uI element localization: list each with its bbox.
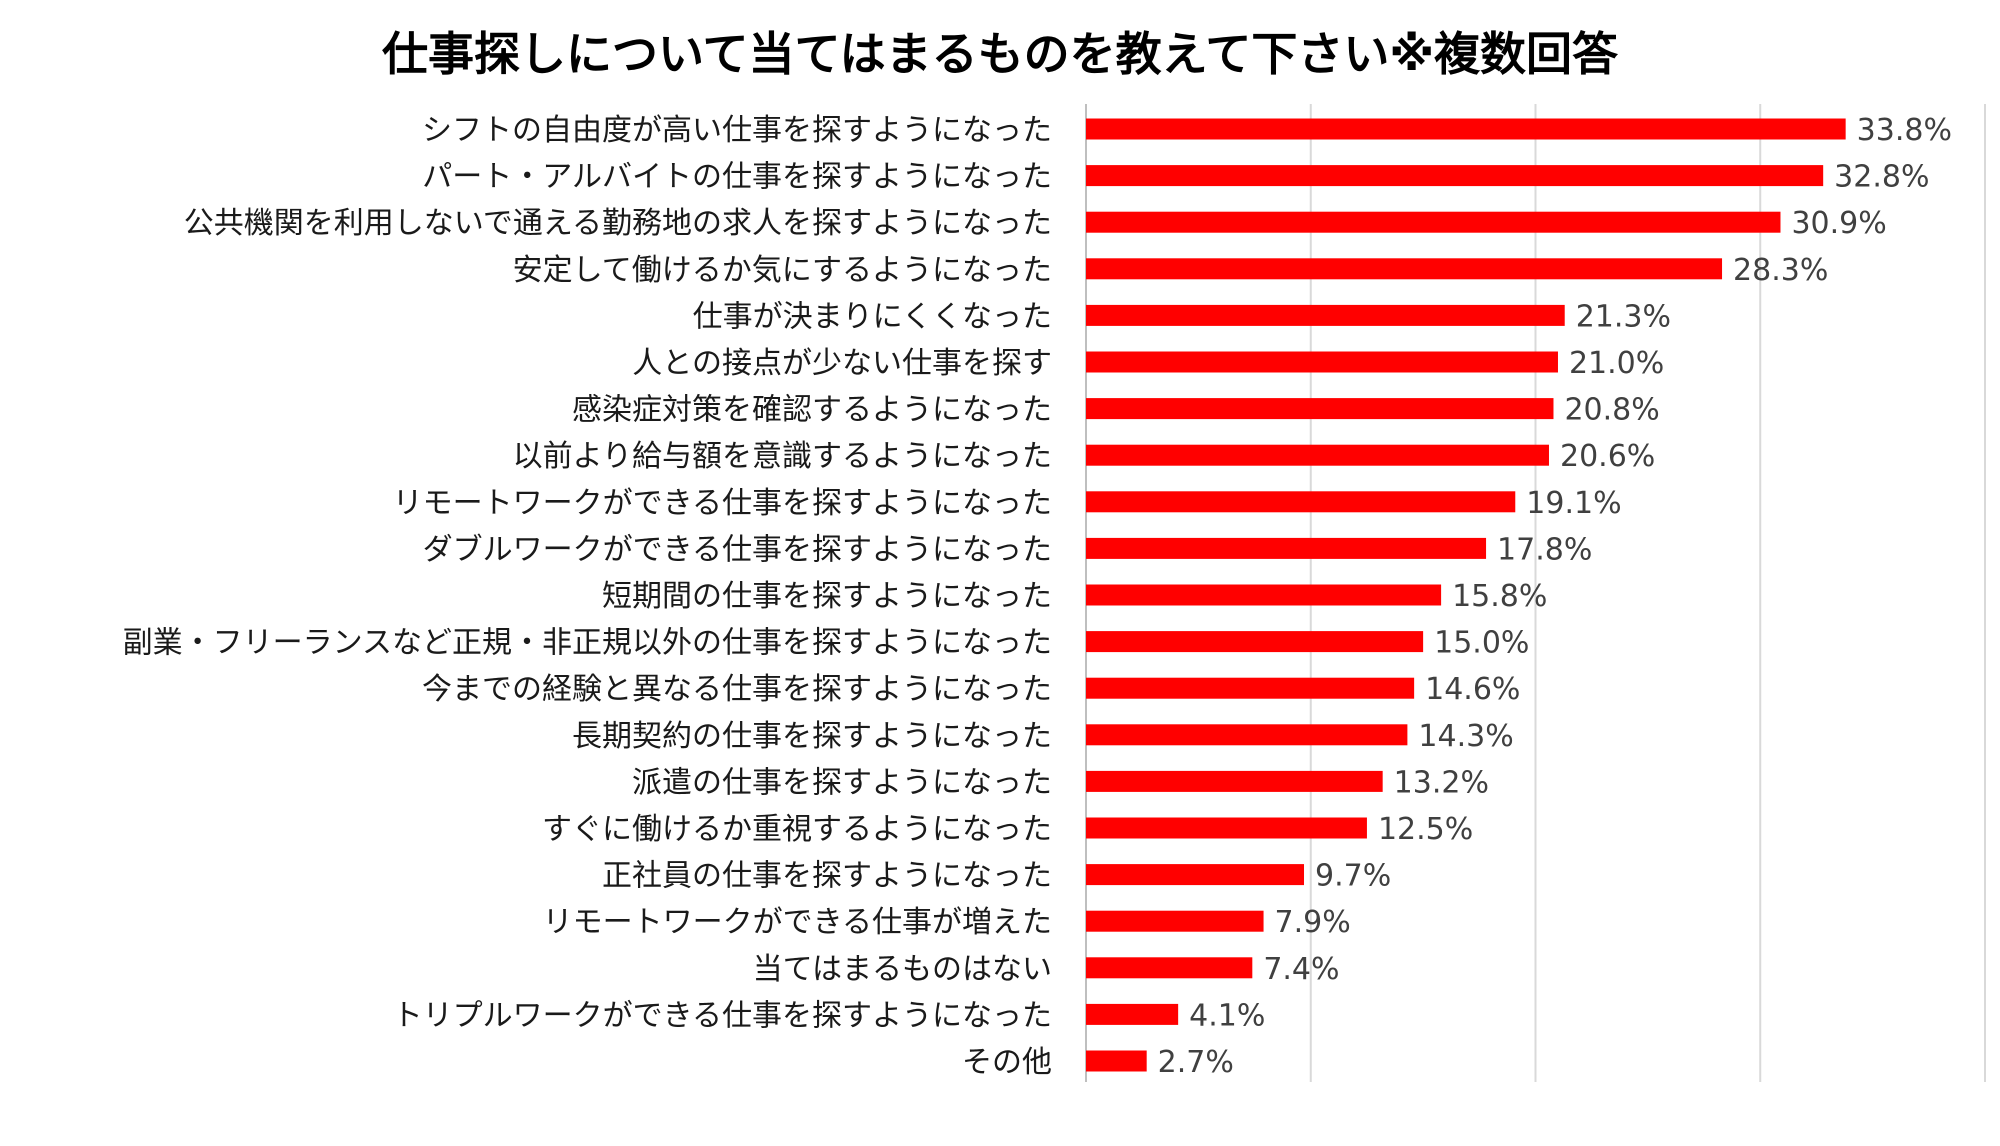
category-labels: シフトの自由度が高い仕事を探すようになったパート・アルバイトの仕事を探すようにな… — [123, 113, 1052, 1080]
category-label-18: リモートワークができる仕事が増えた — [543, 905, 1052, 940]
value-label-20: 4.1% — [1189, 998, 1265, 1033]
bar-9 — [1086, 491, 1516, 513]
value-label-13: 14.6% — [1425, 672, 1520, 707]
bar-15 — [1086, 770, 1383, 792]
category-label-2: パート・アルバイトの仕事を探すようになった — [422, 160, 1052, 195]
category-label-15: 派遣の仕事を探すようになった — [632, 765, 1052, 800]
bar-21 — [1086, 1050, 1147, 1072]
bar-13 — [1086, 677, 1415, 699]
value-label-6: 21.0% — [1569, 346, 1664, 381]
value-label-10: 17.8% — [1497, 532, 1592, 567]
category-label-13: 今までの経験と異なる仕事を探すようになった — [422, 672, 1052, 707]
value-label-5: 21.3% — [1576, 299, 1671, 334]
value-label-1: 33.8% — [1857, 113, 1952, 148]
category-label-7: 感染症対策を確認するようになった — [572, 393, 1052, 428]
category-label-4: 安定して働けるか気にするようになった — [513, 253, 1052, 288]
value-labels: 33.8% 32.8% 30.9% 28.3% 21.3% 21.0% 20.8% 20.6%… — [1158, 113, 1952, 1080]
category-label-6: 人との接点が少ない仕事を探す — [632, 346, 1052, 381]
bars — [1086, 118, 1846, 1072]
value-label-18: 7.9% — [1275, 905, 1351, 940]
value-label-15: 13.2% — [1394, 765, 1489, 800]
bar-12 — [1086, 631, 1424, 653]
bar-6 — [1086, 351, 1558, 373]
bar-7 — [1086, 398, 1554, 420]
category-label-12: 副業・フリーランスなど正規・非正規以外の仕事を探すようになった — [123, 626, 1052, 661]
value-label-21: 2.7% — [1158, 1045, 1234, 1080]
value-label-12: 15.0% — [1434, 626, 1529, 661]
bar-1 — [1086, 118, 1846, 140]
value-label-17: 9.7% — [1315, 859, 1391, 894]
value-label-11: 15.8% — [1452, 579, 1547, 614]
value-label-2: 32.8% — [1834, 160, 1929, 195]
value-label-8: 20.6% — [1560, 439, 1655, 474]
bar-10 — [1086, 537, 1487, 559]
category-label-5: 仕事が決まりにくくなった — [693, 299, 1052, 334]
value-label-14: 14.3% — [1418, 719, 1513, 754]
bar-8 — [1086, 444, 1549, 466]
category-label-3: 公共機関を利用しないで通える勤務地の求人を探すようになった — [184, 206, 1052, 241]
value-label-19: 7.4% — [1263, 952, 1339, 987]
bar-17 — [1086, 864, 1305, 886]
category-label-10: ダブルワークができる仕事を探すようになった — [423, 532, 1052, 567]
category-label-14: 長期契約の仕事を探すようになった — [572, 719, 1052, 754]
category-label-8: 以前より給与額を意識するようになった — [513, 439, 1052, 474]
bar-4 — [1086, 258, 1723, 280]
value-label-7: 20.8% — [1564, 393, 1659, 428]
bar-11 — [1086, 584, 1442, 606]
category-label-9: リモートワークができる仕事を探すようになった — [393, 486, 1052, 521]
bar-5 — [1086, 304, 1565, 326]
bar-3 — [1086, 211, 1781, 233]
category-label-21: その他 — [962, 1045, 1052, 1080]
chart-title: 仕事探しについて当てはまるものを教えて下さい※複数回答 — [381, 27, 1619, 81]
bar-2 — [1086, 165, 1824, 187]
value-label-16: 12.5% — [1378, 812, 1473, 847]
bar-14 — [1086, 724, 1408, 746]
value-label-3: 30.9% — [1791, 206, 1886, 241]
value-label-4: 28.3% — [1733, 253, 1828, 288]
category-label-1: シフトの自由度が高い仕事を探すようになった — [422, 113, 1052, 148]
category-label-19: 当てはまるものはない — [753, 952, 1052, 987]
category-label-11: 短期間の仕事を探すようになった — [602, 579, 1052, 614]
bar-16 — [1086, 817, 1367, 839]
value-label-9: 19.1% — [1526, 486, 1621, 521]
bar-20 — [1086, 1003, 1179, 1025]
category-label-20: トリプルワークができる仕事を探すようになった — [393, 998, 1052, 1033]
bar-18 — [1086, 910, 1264, 932]
category-label-16: すぐに働けるか重視するようになった — [542, 812, 1052, 847]
category-label-17: 正社員の仕事を探すようになった — [602, 859, 1052, 894]
bar-19 — [1086, 957, 1253, 979]
